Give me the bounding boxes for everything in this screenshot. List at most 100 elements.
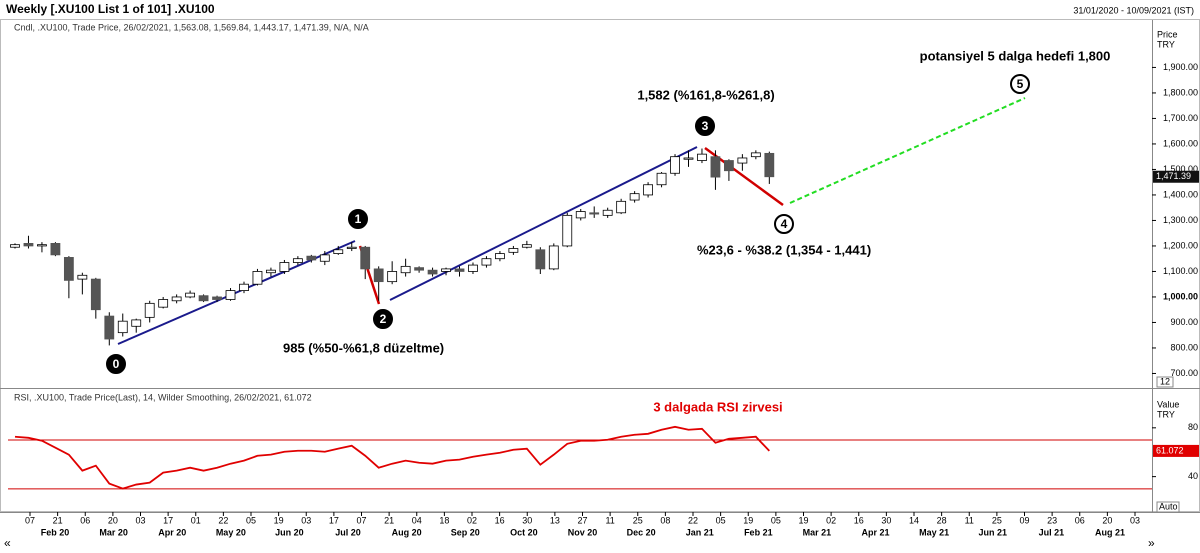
candle-body bbox=[37, 244, 47, 247]
candle-body bbox=[575, 211, 586, 219]
y-tick-label: 1,300.00 bbox=[1163, 215, 1198, 225]
x-tick-label: 23 bbox=[1047, 515, 1057, 525]
x-tick-label: 01 bbox=[191, 515, 201, 525]
candle-body bbox=[373, 268, 384, 283]
x-tick-label: 13 bbox=[550, 515, 560, 525]
candle-body bbox=[643, 184, 653, 196]
month-label: Feb 20 bbox=[41, 527, 70, 537]
x-tick-label: 02 bbox=[826, 515, 836, 525]
month-label: May 20 bbox=[216, 527, 246, 537]
candle-body bbox=[279, 262, 290, 272]
window-title: Weekly [.XU100 List 1 of 101] .XU100 bbox=[6, 2, 215, 16]
scale-box-label: 12 bbox=[1160, 376, 1170, 386]
month-label: Jan 21 bbox=[686, 527, 714, 537]
x-tick-label: 18 bbox=[439, 515, 449, 525]
axis-label: Value bbox=[1157, 399, 1179, 409]
month-label: Jun 20 bbox=[275, 527, 304, 537]
x-tick-label: 17 bbox=[163, 515, 173, 525]
y-tick-label: 40 bbox=[1188, 471, 1198, 481]
candle-body bbox=[589, 212, 600, 215]
auto-button[interactable] bbox=[1156, 501, 1180, 513]
candle-body bbox=[239, 283, 249, 291]
candle-body bbox=[252, 271, 263, 285]
y-tick-label: 1,700.00 bbox=[1163, 113, 1198, 123]
wave-label: 1 bbox=[355, 212, 362, 226]
x-tick-label: 19 bbox=[798, 515, 808, 525]
panel-legend: RSI, .XU100, Trade Price(Last), 14, Wild… bbox=[14, 392, 312, 402]
month-label: Mar 21 bbox=[803, 527, 832, 537]
auto-button-label[interactable]: Auto bbox=[1159, 501, 1178, 511]
x-tick-label: 03 bbox=[1130, 515, 1140, 525]
candle-body bbox=[198, 295, 209, 302]
x-tick-label: 11 bbox=[965, 515, 974, 525]
x-tick-label: 03 bbox=[301, 515, 311, 525]
candle-body bbox=[414, 267, 425, 271]
x-tick-label: 20 bbox=[1102, 515, 1112, 525]
x-tick-label: 05 bbox=[716, 515, 726, 525]
wave-marker bbox=[774, 214, 794, 234]
y-tick-label: 800.00 bbox=[1170, 342, 1198, 352]
annotation: %23,6 - %38.2 (1,354 - 1,441) bbox=[697, 242, 871, 257]
candle-body bbox=[683, 157, 694, 160]
wave-marker bbox=[348, 209, 368, 229]
x-tick-label: 17 bbox=[329, 515, 339, 525]
wave-marker bbox=[373, 309, 393, 329]
x-tick-label: 08 bbox=[660, 515, 670, 525]
month-label: Sep 20 bbox=[451, 527, 480, 537]
scroll-left[interactable]: « bbox=[4, 536, 11, 550]
x-tick-label: 19 bbox=[743, 515, 753, 525]
candle-body bbox=[77, 274, 88, 280]
candle-body bbox=[724, 160, 734, 172]
month-label: Aug 21 bbox=[1095, 527, 1125, 537]
candle-body bbox=[387, 271, 398, 283]
candle-body bbox=[50, 243, 61, 256]
trend-line bbox=[789, 97, 1026, 204]
candle-body bbox=[400, 265, 411, 274]
y-tick-label: 1,600.00 bbox=[1163, 138, 1198, 148]
candle-body bbox=[266, 269, 276, 274]
candle-body bbox=[454, 268, 465, 272]
y-tick-label: 1,200.00 bbox=[1163, 240, 1198, 250]
candle-body bbox=[656, 172, 667, 186]
candle-body bbox=[333, 249, 344, 255]
y-tick-label: 1,100.00 bbox=[1163, 266, 1198, 276]
candle-body bbox=[764, 152, 775, 178]
candle-body bbox=[508, 248, 519, 253]
month-label: Dec 20 bbox=[627, 527, 656, 537]
month-label: Feb 21 bbox=[744, 527, 773, 537]
y-tick-label: 1,800.00 bbox=[1163, 87, 1198, 97]
candle-body bbox=[63, 257, 74, 281]
x-tick-label: 22 bbox=[218, 515, 228, 525]
month-label: Nov 20 bbox=[568, 527, 598, 537]
x-tick-label: 07 bbox=[25, 515, 35, 525]
x-tick-label: 14 bbox=[909, 515, 919, 525]
x-tick-label: 11 bbox=[605, 515, 614, 525]
scale-box bbox=[1156, 376, 1174, 388]
x-tick-label: 03 bbox=[135, 515, 145, 525]
x-tick-label: 07 bbox=[356, 515, 366, 525]
annotation: 985 (%50-%61,8 düzeltme) bbox=[283, 340, 444, 355]
candle-body bbox=[427, 269, 438, 275]
candle-body bbox=[495, 253, 505, 260]
last-value-box bbox=[1153, 444, 1199, 457]
scroll-right[interactable]: » bbox=[1148, 536, 1155, 550]
candle-body bbox=[212, 296, 222, 300]
candle-body bbox=[670, 156, 680, 174]
y-tick-label: 1,500.00 bbox=[1163, 164, 1198, 174]
candle-body bbox=[629, 193, 640, 201]
candle-body bbox=[158, 299, 169, 308]
month-label: Jun 21 bbox=[979, 527, 1008, 537]
wave-label: 5 bbox=[1017, 77, 1024, 91]
annotation: 1,582 (%161,8-%261,8) bbox=[637, 87, 774, 102]
candle-body bbox=[697, 153, 707, 161]
candle-body bbox=[616, 200, 627, 214]
x-tick-label: 04 bbox=[412, 515, 422, 525]
rsi-line bbox=[14, 425, 770, 490]
candle-body bbox=[117, 320, 128, 334]
y-tick-label: 700.00 bbox=[1170, 368, 1198, 378]
month-label: Oct 20 bbox=[510, 527, 538, 537]
x-tick-label: 25 bbox=[633, 515, 643, 525]
candle-body bbox=[737, 157, 748, 164]
date-range: 31/01/2020 - 10/09/2021 (IST) bbox=[1073, 5, 1194, 15]
candle-body bbox=[90, 278, 101, 311]
